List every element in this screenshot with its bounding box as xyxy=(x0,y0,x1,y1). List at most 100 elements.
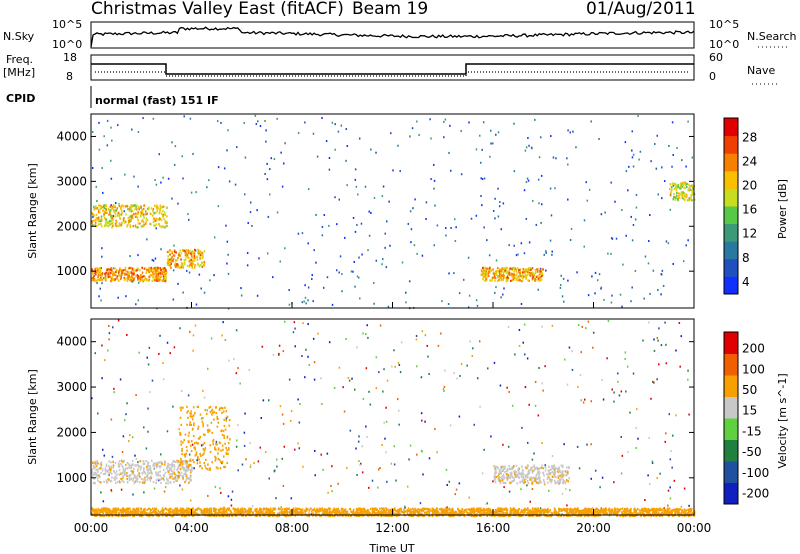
range-cell xyxy=(127,508,130,511)
range-cell xyxy=(92,213,94,216)
range-cell xyxy=(358,460,360,463)
range-cell xyxy=(537,288,540,291)
range-cell xyxy=(496,465,498,469)
range-cell xyxy=(501,479,504,482)
range-cell xyxy=(549,239,552,242)
range-cell xyxy=(199,435,202,439)
range-cell xyxy=(361,471,364,474)
range-cell xyxy=(249,510,251,513)
range-cell xyxy=(118,274,120,277)
range-cell xyxy=(112,224,114,227)
range-cell xyxy=(548,470,550,473)
range-cell xyxy=(184,460,186,463)
range-cell xyxy=(245,458,247,461)
range-cell xyxy=(91,512,94,515)
range-cell xyxy=(661,508,664,511)
range-cell xyxy=(151,472,153,475)
range-cell xyxy=(498,514,500,517)
range-cell xyxy=(164,226,166,229)
range-cell xyxy=(175,264,177,268)
range-cell xyxy=(185,452,188,455)
range-cell xyxy=(524,386,527,389)
range-cell xyxy=(135,225,138,229)
range-cell xyxy=(143,426,145,429)
range-cell xyxy=(502,508,505,511)
range-cell xyxy=(114,205,116,208)
range-cell xyxy=(179,473,181,476)
range-cell xyxy=(383,368,385,371)
range-cell xyxy=(397,513,399,516)
range-cell xyxy=(193,412,196,415)
range-cell xyxy=(149,507,151,510)
range-cell xyxy=(675,196,677,199)
range-cell xyxy=(96,468,99,471)
range-cell xyxy=(501,475,504,478)
range-cell xyxy=(552,472,555,475)
range-cell xyxy=(220,429,223,432)
range-cell xyxy=(365,425,367,428)
range-cell xyxy=(97,211,100,214)
range-cell xyxy=(130,279,133,283)
range-cell xyxy=(481,512,483,515)
range-cell xyxy=(164,279,166,283)
range-cell xyxy=(273,471,276,474)
range-cell xyxy=(128,512,131,515)
range-cell xyxy=(188,218,190,221)
range-cell xyxy=(159,218,162,221)
range-cell xyxy=(173,346,176,349)
range-cell xyxy=(567,279,569,282)
range-cell xyxy=(129,266,132,269)
range-cell xyxy=(689,185,692,188)
range-cell xyxy=(117,463,120,466)
range-cell xyxy=(656,477,658,480)
range-cell xyxy=(335,508,338,511)
range-cell xyxy=(644,507,646,510)
range-cell xyxy=(584,508,586,511)
range-cell xyxy=(120,462,122,465)
range-cell xyxy=(189,330,191,333)
range-cell xyxy=(111,278,113,281)
range-cell xyxy=(632,512,634,515)
range-cell xyxy=(500,510,502,513)
range-cell xyxy=(152,463,155,466)
range-cell xyxy=(499,276,502,279)
range-cell xyxy=(100,225,103,228)
range-cell xyxy=(296,512,298,515)
range-cell xyxy=(118,271,120,275)
range-cell xyxy=(559,481,562,484)
range-cell xyxy=(179,431,181,435)
range-cell xyxy=(293,321,296,324)
range-cell xyxy=(156,269,158,272)
range-cell xyxy=(179,416,182,419)
range-cell xyxy=(133,467,135,470)
range-cell xyxy=(182,264,184,267)
range-cell xyxy=(458,509,461,512)
range-cell xyxy=(531,514,534,518)
range-cell xyxy=(112,464,115,467)
range-cell xyxy=(550,511,553,514)
range-cell xyxy=(277,507,280,510)
range-cell xyxy=(639,150,642,153)
range-cell xyxy=(384,246,386,249)
range-cell xyxy=(181,262,184,266)
range-cell xyxy=(324,510,326,513)
range-cell xyxy=(409,444,412,447)
range-cell xyxy=(352,508,355,511)
range-cell xyxy=(96,207,99,210)
range-cell xyxy=(326,509,328,512)
range-cell xyxy=(176,468,178,471)
range-cell xyxy=(529,274,532,277)
range-cell xyxy=(189,421,191,424)
range-cell xyxy=(518,328,521,331)
range-cell xyxy=(190,258,193,261)
range-cell xyxy=(513,266,516,269)
range-cell xyxy=(119,217,122,220)
range-cell xyxy=(124,205,127,208)
range-cell xyxy=(558,509,560,513)
range-cell xyxy=(602,511,604,515)
range-cell xyxy=(267,399,270,402)
range-cell xyxy=(100,222,102,225)
range-cell xyxy=(122,271,124,274)
range-cell xyxy=(120,276,122,279)
range-cell xyxy=(627,450,629,453)
